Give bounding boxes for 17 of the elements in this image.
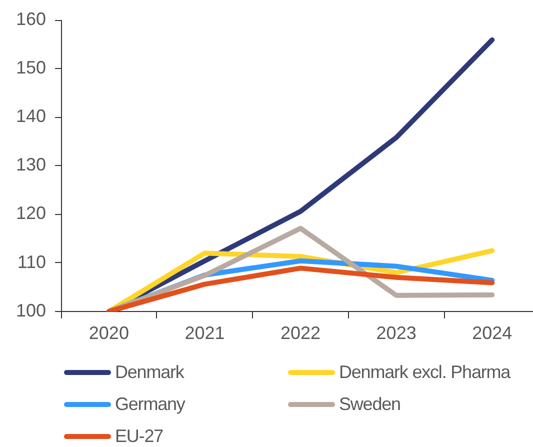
x-tick-label: 2021 xyxy=(184,323,225,344)
legend-label: Denmark xyxy=(115,362,184,382)
y-tick-label: 140 xyxy=(16,106,46,126)
y-tick-label: 150 xyxy=(16,58,46,78)
x-tick-label: 2020 xyxy=(88,323,129,344)
x-tick-label: 2022 xyxy=(280,323,321,344)
y-tick-label: 160 xyxy=(16,8,46,29)
x-tick-label: 2023 xyxy=(376,323,416,344)
legend-label: Denmark excl. Pharma xyxy=(339,362,510,382)
legend-label: Germany xyxy=(115,394,185,414)
y-tick-label: 110 xyxy=(17,252,46,272)
y-tick-label: 130 xyxy=(16,154,46,175)
y-tick-label: 120 xyxy=(16,203,46,224)
legend-label: EU-27 xyxy=(115,426,164,446)
y-tick-label: 100 xyxy=(16,300,46,320)
legend-label: Sweden xyxy=(339,394,400,414)
x-tick-label: 2024 xyxy=(472,323,512,344)
